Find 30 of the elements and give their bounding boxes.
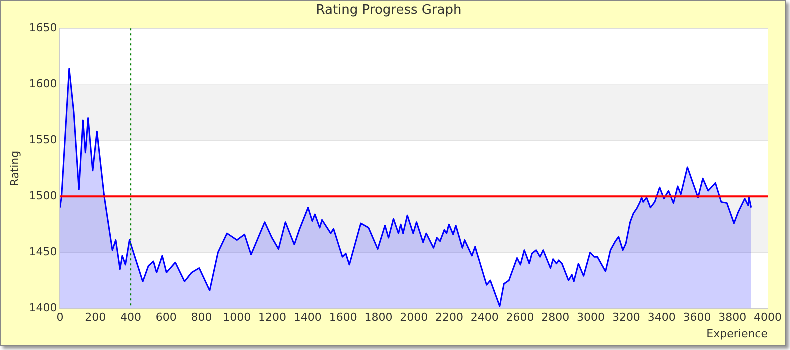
y-axis-title: Rating	[8, 150, 22, 186]
y-tick-label: 1450	[29, 245, 58, 258]
y-tick-label: 1600	[29, 77, 58, 90]
y-tick-label: 1650	[29, 21, 58, 34]
x-tick-label: 0	[56, 311, 64, 324]
x-tick-label: 2000	[400, 311, 428, 324]
x-tick-label: 1000	[223, 311, 252, 324]
x-tick-label: 400	[120, 311, 142, 324]
x-tick-label: 3800	[718, 311, 747, 324]
y-tick-label: 1550	[29, 133, 58, 146]
x-tick-label: 3200	[612, 311, 640, 324]
x-tick-label: 800	[191, 311, 212, 324]
y-tick-label: 1500	[29, 189, 58, 202]
x-tick-label: 3600	[683, 311, 712, 324]
x-tick-label: 2200	[435, 311, 464, 324]
x-axis-title: Experience	[706, 327, 768, 340]
x-tick-label: 200	[85, 311, 106, 324]
x-tick-label: 1800	[364, 311, 393, 324]
x-tick-label: 3000	[577, 311, 606, 324]
x-tick-label: 4000	[754, 311, 782, 324]
x-tick-label: 1400	[294, 311, 322, 324]
x-tick-label: 600	[156, 311, 177, 324]
y-tick-label: 1400	[29, 301, 58, 314]
x-tick-label: 2800	[542, 311, 570, 324]
x-tick-label: 2600	[506, 311, 534, 324]
x-tick-label: 1600	[329, 311, 358, 324]
x-tick-label: 1200	[258, 311, 287, 324]
x-tick-label: 3400	[648, 311, 676, 324]
chart-title: Rating Progress Graph	[316, 3, 462, 18]
x-tick-label: 2400	[470, 311, 499, 324]
